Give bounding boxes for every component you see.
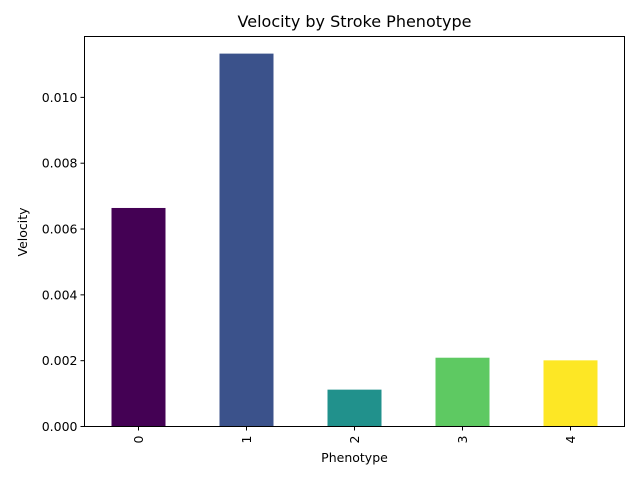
y-tick-label: 0.000 [42,419,78,434]
x-axis: 0 1 2 3 4 [131,426,578,444]
x-tick-label: 0 [131,435,146,443]
bar-3 [435,357,490,427]
bar-4 [543,360,598,427]
x-tick-label: 2 [347,436,362,444]
y-tick-label: 0.010 [42,90,78,105]
y-tick-label: 0.006 [42,222,78,237]
bar-2 [327,389,382,427]
y-tick-label: 0.008 [42,156,78,171]
y-axis-label: Velocity [15,207,30,257]
y-tick-label: 0.002 [42,353,78,368]
chart-title: Velocity by Stroke Phenotype [238,12,472,31]
x-tick-label: 4 [563,435,578,443]
bar-0 [111,207,166,427]
bar-1 [219,53,274,427]
y-tick-label: 0.004 [42,287,78,302]
plot-frame [84,36,625,427]
x-tick-label: 3 [455,436,470,444]
x-tick-label: 1 [239,436,254,444]
bars-group [111,53,598,427]
y-axis: 0.000 0.002 0.004 0.006 0.008 0.010 [42,90,85,434]
x-axis-label: Phenotype [321,450,388,465]
